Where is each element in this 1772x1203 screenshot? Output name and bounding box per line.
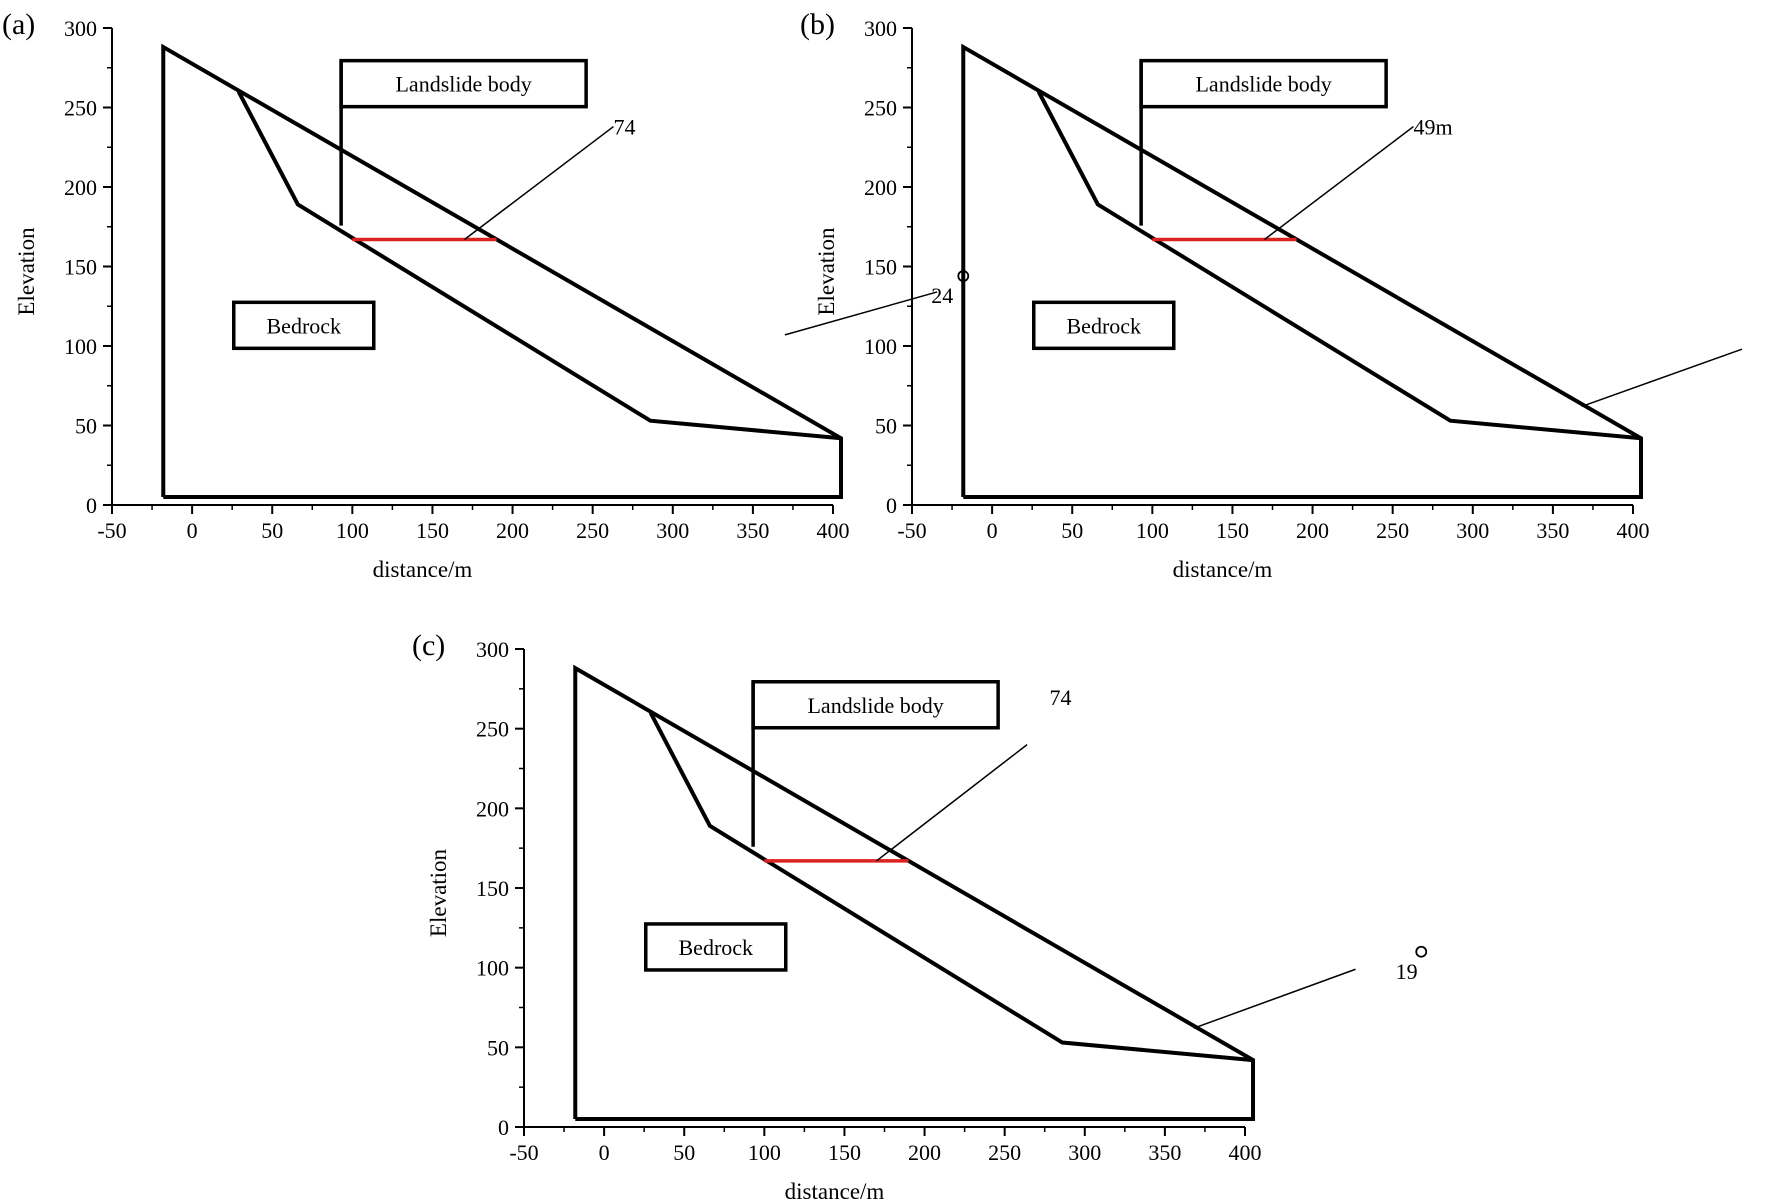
x-tick-label: 200 [496, 518, 529, 543]
x-tick-label: 0 [187, 518, 198, 543]
x-tick-label: 50 [673, 1140, 695, 1165]
y-tick-label: 150 [476, 876, 509, 901]
degree-mark [1415, 945, 1428, 958]
x-tick-label: -50 [509, 1140, 538, 1165]
landslide-body-label: Landslide body [395, 72, 531, 97]
x-tick-label: 400 [1617, 518, 1650, 543]
landslide-body-box [339, 58, 588, 109]
annotation-label: 19 [1396, 959, 1418, 984]
x-tick-label: 250 [1376, 518, 1409, 543]
y-tick-label: 250 [476, 717, 509, 742]
y-tick-label: 300 [864, 16, 897, 41]
x-axis-title: distance/m [373, 557, 473, 582]
bedrock-box [232, 300, 376, 351]
y-axis-title: Elevation [426, 848, 451, 937]
bedrock-label: Bedrock [679, 935, 754, 960]
landslide-body-label: Landslide body [1195, 72, 1331, 97]
x-axis-title: distance/m [1173, 557, 1273, 582]
annotation-label: 49m [1413, 115, 1452, 140]
bedrock-box [1032, 300, 1176, 351]
leader-line [876, 744, 1028, 862]
x-tick-label: 100 [748, 1140, 781, 1165]
slip-surface-line [1036, 90, 1642, 441]
degree-mark [957, 270, 970, 282]
y-tick-label: 150 [64, 255, 97, 280]
y-tick-label: 50 [75, 414, 97, 439]
x-tick-label: 200 [1296, 518, 1329, 543]
x-tick-label: 150 [1216, 518, 1249, 543]
y-tick-label: 100 [64, 334, 97, 359]
x-tick-label: 400 [817, 518, 850, 543]
x-tick-label: 0 [987, 518, 998, 543]
x-tick-label: 300 [1068, 1140, 1101, 1165]
x-tick-label: 350 [736, 518, 769, 543]
y-tick-label: 150 [864, 255, 897, 280]
leader-line [464, 125, 614, 241]
leader-line [1264, 125, 1414, 241]
y-tick-label: 0 [86, 493, 97, 518]
landslide-body-box [1139, 58, 1388, 109]
panel-label: (a) [2, 8, 35, 41]
y-tick-label: 200 [864, 175, 897, 200]
slip-surface-line [648, 711, 1254, 1063]
y-tick-label: 0 [498, 1115, 509, 1140]
x-tick-label: 50 [261, 518, 283, 543]
leader-line [1193, 968, 1356, 1029]
x-tick-label: -50 [897, 518, 926, 543]
y-tick-label: 50 [875, 414, 897, 439]
x-tick-label: 400 [1229, 1140, 1262, 1165]
annotation-label: 74 [613, 115, 635, 140]
x-tick-label: 300 [1456, 518, 1489, 543]
bedrock-label: Bedrock [267, 313, 342, 338]
panel-label: (c) [412, 629, 445, 662]
annotation-label: 74 [1050, 685, 1072, 710]
x-tick-label: 50 [1061, 518, 1083, 543]
x-tick-label: 150 [416, 518, 449, 543]
y-tick-label: 0 [886, 493, 897, 518]
panel-label: (b) [800, 8, 835, 41]
chart-panel-c: -50 0 50 100 150 200 250 300 350 4000501001502002… [412, 629, 1428, 1203]
chart-panel-a: -50 0 50 100 150 200 250 300 350 4000501001502002… [2, 8, 938, 582]
y-tick-label: 200 [476, 796, 509, 821]
leader-line [1581, 348, 1743, 408]
y-tick-label: 300 [476, 637, 509, 662]
x-tick-label: 150 [828, 1140, 861, 1165]
slip-surface-line [236, 90, 842, 441]
y-tick-label: 200 [64, 175, 97, 200]
x-tick-label: 0 [599, 1140, 610, 1165]
y-tick-label: 100 [864, 334, 897, 359]
annotation-leader-line [784, 291, 938, 336]
x-tick-label: 250 [988, 1140, 1021, 1165]
y-tick-label: 250 [864, 96, 897, 121]
y-tick-label: 100 [476, 956, 509, 981]
x-axis-title: distance/m [785, 1179, 885, 1203]
chart-panel-b: -50 0 50 100 150 200 250 300 350 4000501001502002… [800, 8, 1743, 582]
y-axis-title: Elevation [14, 227, 39, 316]
annotation-label: 24 [931, 283, 953, 308]
x-tick-label: 100 [1136, 518, 1169, 543]
x-tick-label: 100 [336, 518, 369, 543]
landslide-body-label: Landslide body [807, 693, 943, 718]
y-tick-label: 250 [64, 96, 97, 121]
x-tick-label: 350 [1148, 1140, 1181, 1165]
x-tick-label: 200 [908, 1140, 941, 1165]
x-tick-label: 250 [576, 518, 609, 543]
x-tick-label: -50 [97, 518, 126, 543]
x-tick-label: 300 [656, 518, 689, 543]
y-axis-title: Elevation [814, 227, 839, 316]
y-tick-label: 300 [64, 16, 97, 41]
y-tick-label: 50 [487, 1035, 509, 1060]
bedrock-label: Bedrock [1067, 313, 1142, 338]
bedrock-box [644, 922, 788, 972]
x-tick-label: 350 [1536, 518, 1569, 543]
